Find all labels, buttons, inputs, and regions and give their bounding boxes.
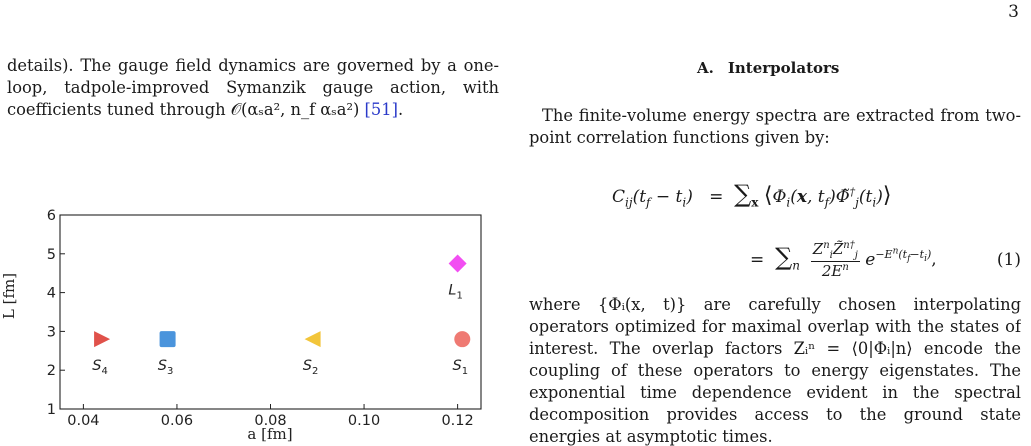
x-tick-label: 0.04 bbox=[67, 413, 99, 429]
y-tick-label: 2 bbox=[47, 363, 56, 379]
marker-s1-label: S1 bbox=[452, 358, 468, 377]
equation-line-2: = ∑n ZniZ̃n†j 2En e−En(tf−ti), bbox=[750, 240, 937, 280]
equation-fraction: ZniZ̃n†j 2En bbox=[810, 240, 860, 280]
equation-line-1: Cij(tf − ti) = ∑x ⟨Φi(x, tf)Φ̃†j(ti)⟩ bbox=[612, 180, 891, 209]
equation-lhs: Cij(tf − ti) bbox=[612, 187, 693, 210]
y-tick-label: 4 bbox=[47, 286, 56, 302]
left-paragraph-text: details). The gauge field dynamics are g… bbox=[7, 56, 499, 119]
intro-paragraph: The finite-volume energy spectra are ext… bbox=[529, 106, 1021, 147]
equation-line-1-rhs: = ∑x ⟨Φi(x, tf)Φ̃†j(ti)⟩ bbox=[698, 180, 892, 210]
y-tick-label: 5 bbox=[47, 247, 56, 263]
x-axis-title: a [fm] bbox=[247, 425, 292, 443]
marker-l1 bbox=[448, 254, 467, 273]
marker-s4-label: S4 bbox=[92, 358, 108, 377]
lattice-ensemble-chart: 0.04 0.06 0.08 0.10 0.12 1 2 3 4 5 6 S4 S3 S2 S1 L1 a … bbox=[0, 208, 482, 443]
left-paragraph-end: . bbox=[397, 100, 404, 119]
chart-ticks: 0.04 0.06 0.08 0.10 0.12 1 2 3 4 5 6 bbox=[47, 208, 474, 429]
page-number: 3 bbox=[1008, 2, 1019, 22]
citation-link[interactable]: [51] bbox=[364, 100, 398, 119]
x-tick-label: 0.08 bbox=[254, 413, 286, 429]
plot-frame bbox=[59, 214, 482, 410]
x-tick-label: 0.10 bbox=[348, 413, 380, 429]
y-tick-label: 6 bbox=[47, 208, 56, 224]
x-tick-label: 0.12 bbox=[441, 413, 473, 429]
marker-s2 bbox=[304, 331, 321, 348]
section-title: Interpolators bbox=[727, 59, 840, 77]
marker-s3-label: S3 bbox=[158, 358, 174, 377]
chart-axes bbox=[59, 214, 482, 410]
marker-s4 bbox=[94, 331, 111, 348]
marker-s2-label: S2 bbox=[303, 358, 319, 377]
y-tick-label: 1 bbox=[47, 402, 56, 418]
x-tick-label: 0.06 bbox=[161, 413, 193, 429]
body-paragraph: where {Φᵢ(x, t)} are carefully chosen in… bbox=[529, 295, 1021, 446]
equation-number: (1) bbox=[996, 250, 1021, 270]
section-heading: A. Interpolators bbox=[697, 59, 839, 77]
y-axis-title: L [fm] bbox=[0, 273, 18, 319]
chart-markers: S4 S3 S2 S1 L1 bbox=[92, 254, 471, 377]
left-paragraph: details). The gauge field dynamics are g… bbox=[7, 55, 499, 121]
marker-s1 bbox=[454, 331, 471, 348]
marker-l1-label: L1 bbox=[448, 283, 462, 302]
y-tick-label: 3 bbox=[47, 324, 56, 340]
marker-s3 bbox=[159, 331, 176, 348]
section-number: A. bbox=[697, 59, 714, 77]
